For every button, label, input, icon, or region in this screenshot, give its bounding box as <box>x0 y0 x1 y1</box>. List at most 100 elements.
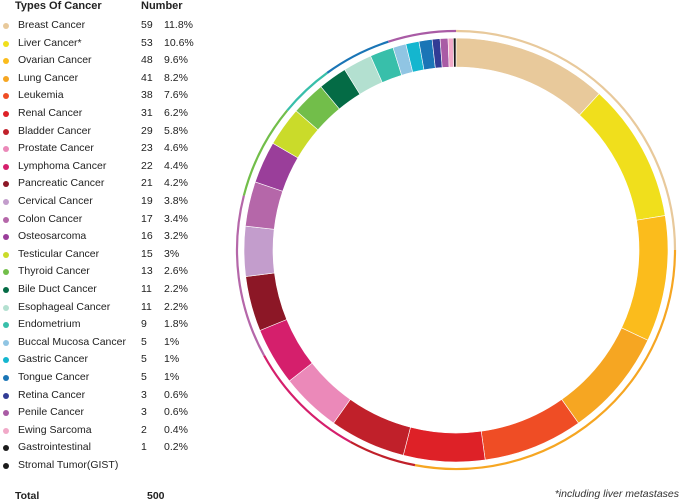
legend-row: Pancreatic Cancer 21 4.2% <box>0 176 240 193</box>
legend-percent: 0.4% <box>164 423 188 436</box>
outer-ring-segment <box>286 71 328 112</box>
legend-row: Endometrium 9 1.8% <box>0 317 240 334</box>
outer-ring-segment <box>242 109 289 196</box>
legend-name: Renal Cancer <box>18 107 83 119</box>
legend-percent: 2.2% <box>164 300 188 313</box>
legend-swatch <box>3 199 9 205</box>
legend-name: Esophageal Cancer <box>18 300 111 313</box>
outer-ring-segment <box>414 249 677 471</box>
legend-row: Cervical Cancer 19 3.8% <box>0 194 240 211</box>
legend-swatch <box>3 163 9 170</box>
legend-percent: 0.6% <box>164 406 188 419</box>
legend-row: Thyroid Cancer 13 2.6% <box>0 264 240 281</box>
number-header: Number <box>141 0 183 12</box>
legend-count: 53 <box>141 36 153 49</box>
legend-row: Bile Duct Cancer 11 2.2% <box>0 282 240 299</box>
legend-row: Leukemia 38 7.6% <box>0 88 240 105</box>
legend-name: Buccal Mucosa Cancer <box>18 335 126 348</box>
legend-swatch <box>3 251 9 258</box>
legend-swatch <box>3 93 9 100</box>
legend-name: Liver Cancer* <box>18 36 82 49</box>
legend-percent: 4.6% <box>164 142 188 155</box>
legend-count: 22 <box>141 159 153 172</box>
legend-count: 17 <box>141 212 153 225</box>
legend-swatch <box>3 58 9 65</box>
legend-swatch <box>3 128 9 135</box>
outer-ring-segment <box>349 440 416 467</box>
legend-name: Lymphoma Cancer <box>18 159 107 172</box>
footnote: *including liver metastases <box>554 488 679 500</box>
legend-swatch <box>3 111 9 117</box>
legend-name: Gastrointestinal <box>18 441 91 454</box>
donut-slice <box>480 398 579 461</box>
legend-row: Lung Cancer 41 8.2% <box>0 71 240 88</box>
legend-row: Penile Cancer 3 0.6% <box>0 405 240 422</box>
legend-swatch <box>3 269 9 276</box>
legend-percent: 1.8% <box>164 318 188 331</box>
legend-swatch <box>3 304 9 311</box>
legend-count: 5 <box>141 353 147 366</box>
donut-slice <box>447 37 455 68</box>
legend-count: 38 <box>141 89 153 102</box>
legend-count: 15 <box>141 247 153 260</box>
legend-swatch <box>3 427 9 434</box>
legend-name: Thyroid Cancer <box>18 265 90 278</box>
legend-name: Bladder Cancer <box>18 124 91 137</box>
legend-percent: 2.6% <box>164 265 188 278</box>
legend-row: Gastrointestinal 1 0.2% <box>0 440 240 457</box>
types-header: Types Of Cancer <box>15 0 102 12</box>
outer-ring-segment <box>235 195 266 357</box>
legend-swatch <box>3 375 9 381</box>
legend-name: Gastric Cancer <box>18 353 89 366</box>
legend-name: Lung Cancer <box>18 71 79 84</box>
legend-name: Ewing Sarcoma <box>18 423 92 436</box>
legend-count: 19 <box>141 195 153 207</box>
legend-name: Tongue Cancer <box>18 371 90 383</box>
donut-slice <box>579 93 666 221</box>
legend-swatch <box>3 445 9 452</box>
legend-row: Buccal Mucosa Cancer 5 1% <box>0 335 240 352</box>
total-value: 500 <box>147 490 165 502</box>
legend-name: Ovarian Cancer <box>18 54 92 67</box>
legend-count: 48 <box>141 54 153 67</box>
legend-row: Stromal Tumor(GIST) <box>0 458 240 475</box>
legend-percent: 3.4% <box>164 212 188 225</box>
legend-percent: 0.6% <box>164 388 188 401</box>
legend-count: 59 <box>141 19 153 31</box>
legend-name: Testicular Cancer <box>18 247 100 260</box>
legend-percent: 3.2% <box>164 230 188 243</box>
outer-ring-segment <box>326 40 389 74</box>
legend-percent: 8.2% <box>164 71 188 84</box>
legend-swatch <box>3 357 9 364</box>
legend-count: 11 <box>141 283 152 295</box>
legend-name: Osteosarcoma <box>18 230 87 243</box>
donut-chart <box>235 29 677 471</box>
legend-percent: 7.6% <box>164 89 188 102</box>
donut-slice <box>621 215 669 341</box>
legend-row: Bladder Cancer 29 5.8% <box>0 124 240 141</box>
legend-swatch <box>3 146 9 153</box>
legend-percent: 1% <box>164 353 180 366</box>
legend-row: Gastric Cancer 5 1% <box>0 352 240 369</box>
donut-slice <box>455 37 600 116</box>
legend-count: 1 <box>141 441 147 454</box>
legend-row: Osteosarcoma 16 3.2% <box>0 229 240 246</box>
legend-swatch <box>3 339 9 346</box>
legend-percent: 1% <box>164 335 180 348</box>
legend-swatch <box>3 181 9 188</box>
legend-row: Colon Cancer 17 3.4% <box>0 212 240 229</box>
legend-percent: 10.6% <box>164 36 194 49</box>
legend-count: 5 <box>141 371 147 383</box>
legend-row: Prostate Cancer 23 4.6% <box>0 141 240 158</box>
legend-count: 2 <box>141 423 147 436</box>
legend-row: Breast Cancer 59 11.8% <box>0 18 240 35</box>
outer-ring-segment <box>263 354 352 443</box>
legend-swatch <box>3 234 9 241</box>
legend-name: Penile Cancer <box>18 406 84 419</box>
legend-swatch <box>3 392 9 399</box>
legend-count: 29 <box>141 124 153 137</box>
legend-percent: 1% <box>164 371 180 383</box>
legend-count: 3 <box>141 388 147 401</box>
legend-name: Retina Cancer <box>18 388 86 401</box>
legend-percent: 3.8% <box>164 195 188 207</box>
